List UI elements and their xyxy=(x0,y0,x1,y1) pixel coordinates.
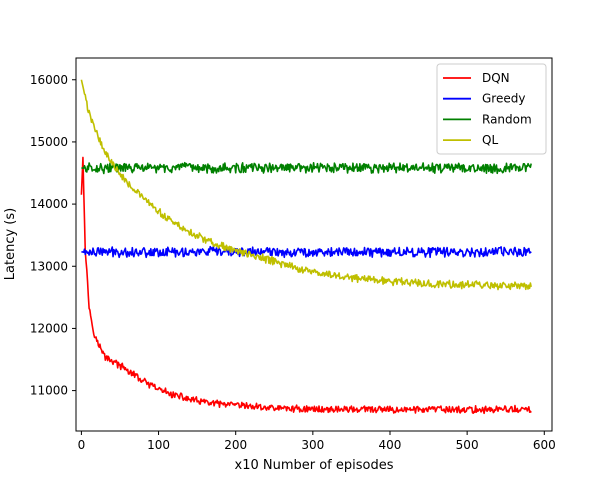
x-axis-label: x10 Number of episodes xyxy=(235,458,394,473)
x-tick-label: 600 xyxy=(533,438,556,452)
y-tick-label: 15000 xyxy=(30,135,68,149)
legend-label-ql: QL xyxy=(482,133,498,147)
legend-label-dqn: DQN xyxy=(482,71,510,85)
x-tick-label: 0 xyxy=(78,438,86,452)
series-lines xyxy=(80,79,532,415)
y-tick-label: 11000 xyxy=(30,384,68,398)
x-axis: 0 100 200 300 400 500 600 xyxy=(78,431,556,452)
series-line-dqn xyxy=(80,156,532,415)
y-tick-label: 13000 xyxy=(30,259,68,273)
legend-box xyxy=(436,63,547,155)
x-tick-label: 500 xyxy=(456,438,479,452)
legend-label-greedy: Greedy xyxy=(482,92,525,106)
legend-label-random: Random xyxy=(482,112,532,126)
y-tick-label: 14000 xyxy=(30,197,68,211)
y-axis-label: Latency (s) xyxy=(3,208,18,280)
y-tick-label: 16000 xyxy=(30,73,68,87)
plot-frame xyxy=(75,57,553,432)
x-tick-label: 100 xyxy=(147,438,170,452)
legend: DQN Greedy Random QL xyxy=(436,63,547,155)
series-line-ql xyxy=(80,79,532,291)
y-axis: 11000 12000 13000 14000 15000 16000 xyxy=(30,73,76,398)
x-tick-label: 400 xyxy=(379,438,402,452)
x-tick-label: 200 xyxy=(224,438,247,452)
x-tick-label: 300 xyxy=(301,438,324,452)
y-tick-label: 12000 xyxy=(30,321,68,335)
series-line-greedy xyxy=(81,245,532,259)
plot-area xyxy=(75,57,553,432)
series-line-random xyxy=(81,161,532,175)
